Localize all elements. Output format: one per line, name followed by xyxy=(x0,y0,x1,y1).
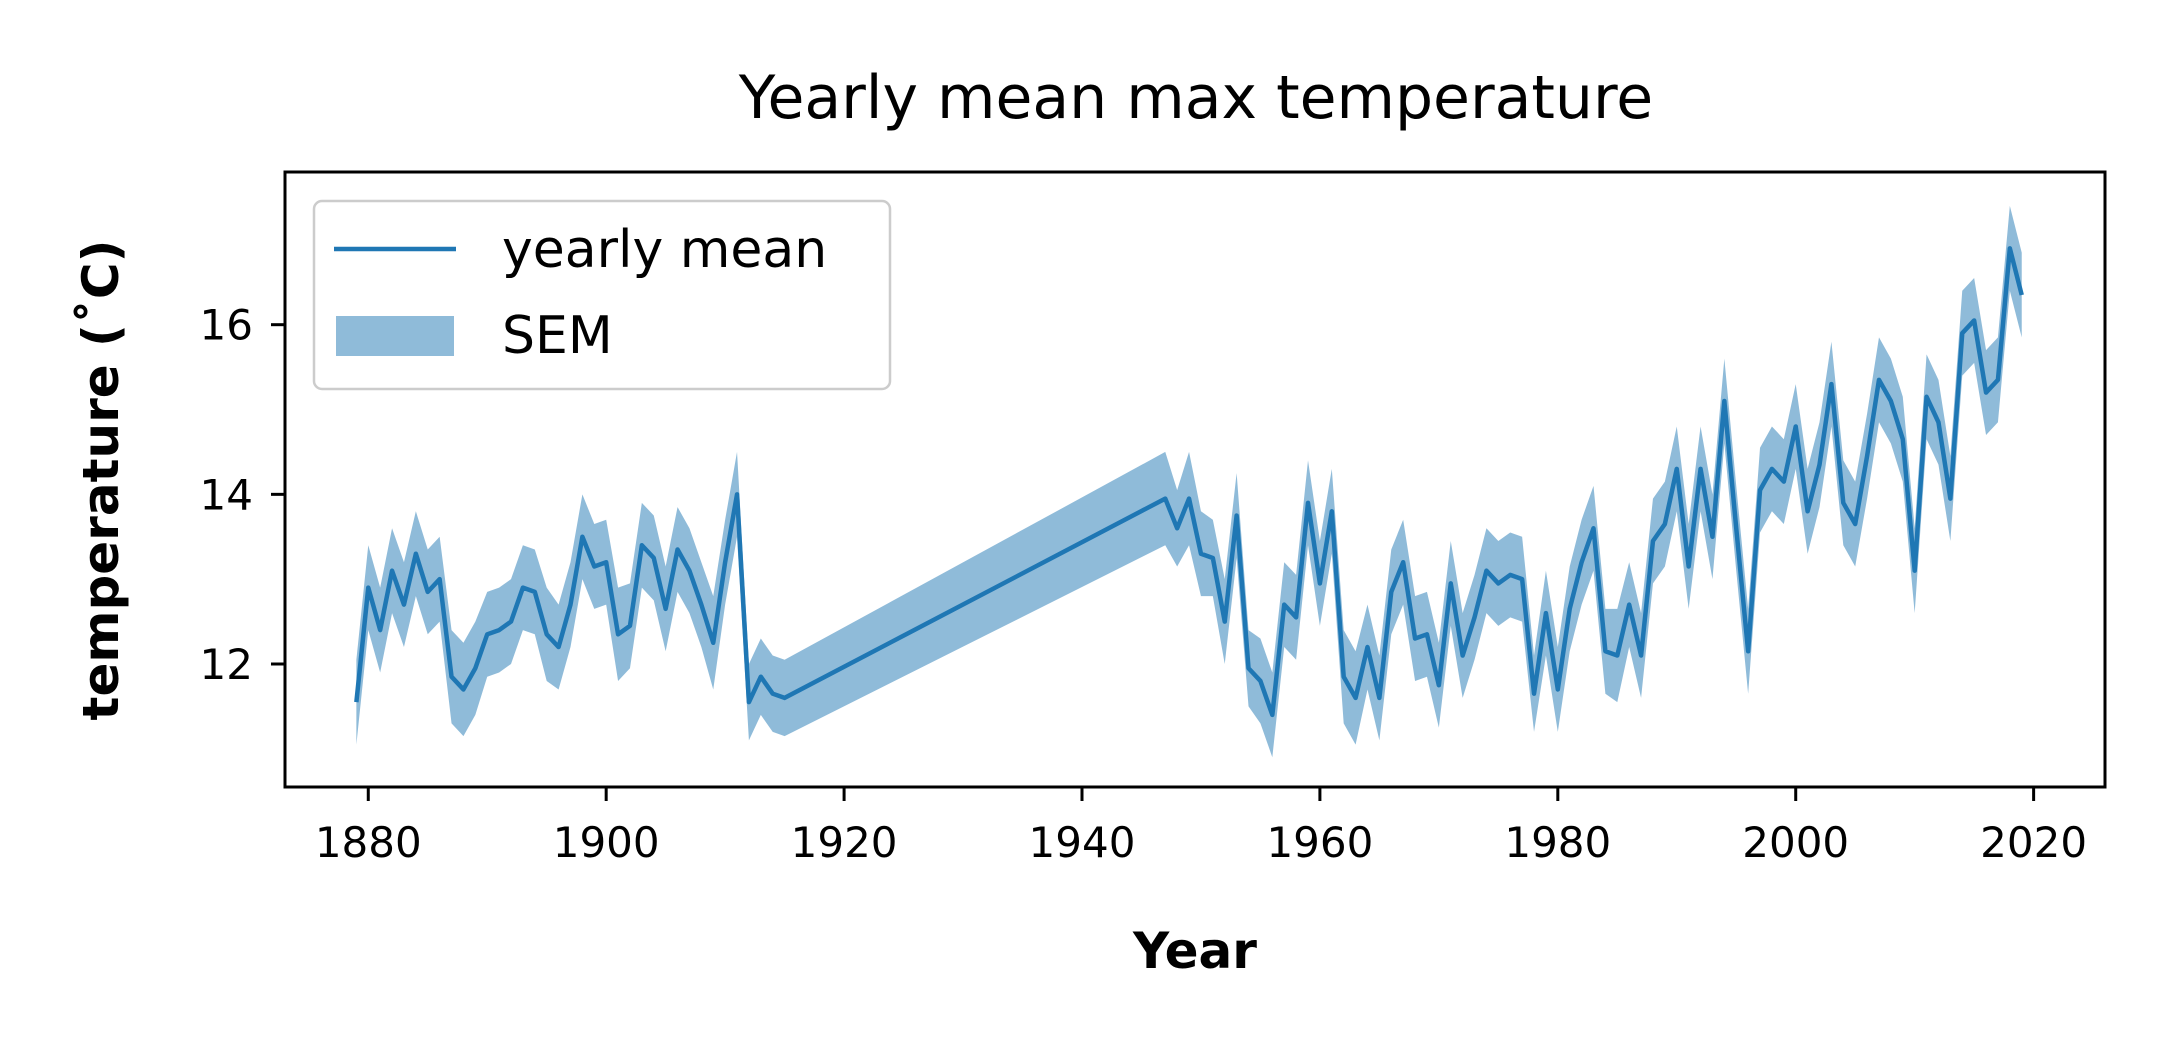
y-axis-ticks: 12 14 16 xyxy=(200,301,285,689)
x-axis-ticks: 1880 1900 1920 1940 1960 1980 2000 2020 xyxy=(315,787,2087,867)
x-tick-label: 1960 xyxy=(1266,818,1373,867)
yearly-mean-line xyxy=(354,246,2024,718)
legend-label-sem: SEM xyxy=(502,306,613,366)
y-axis-label: temperature (˚C) xyxy=(72,240,130,721)
x-tick-label: 1940 xyxy=(1029,818,1136,867)
legend-band-swatch xyxy=(336,316,454,356)
y-tick-label: 16 xyxy=(200,301,253,350)
yearly-mean-line-layer xyxy=(354,246,2024,718)
x-tick-label: 1980 xyxy=(1504,818,1611,867)
x-tick-label: 2020 xyxy=(1980,818,2087,867)
x-tick-label: 2000 xyxy=(1742,818,1849,867)
legend-box xyxy=(312,199,892,391)
plot-area xyxy=(354,205,2024,758)
sem-band xyxy=(356,205,2022,758)
x-tick-label: 1880 xyxy=(315,818,422,867)
y-tick-label: 14 xyxy=(200,470,253,519)
y-tick-label: 12 xyxy=(200,640,253,689)
chart-title: Yearly mean max temperature xyxy=(738,63,1653,133)
plot-frame xyxy=(283,170,2107,789)
x-axis-label: Year xyxy=(1132,922,1257,980)
x-tick-label: 1900 xyxy=(553,818,660,867)
sem-band-layer xyxy=(356,205,2022,758)
legend-label-yearly-mean: yearly mean xyxy=(502,220,827,280)
x-tick-label: 1920 xyxy=(791,818,898,867)
legend: yearly mean SEM xyxy=(312,199,892,391)
